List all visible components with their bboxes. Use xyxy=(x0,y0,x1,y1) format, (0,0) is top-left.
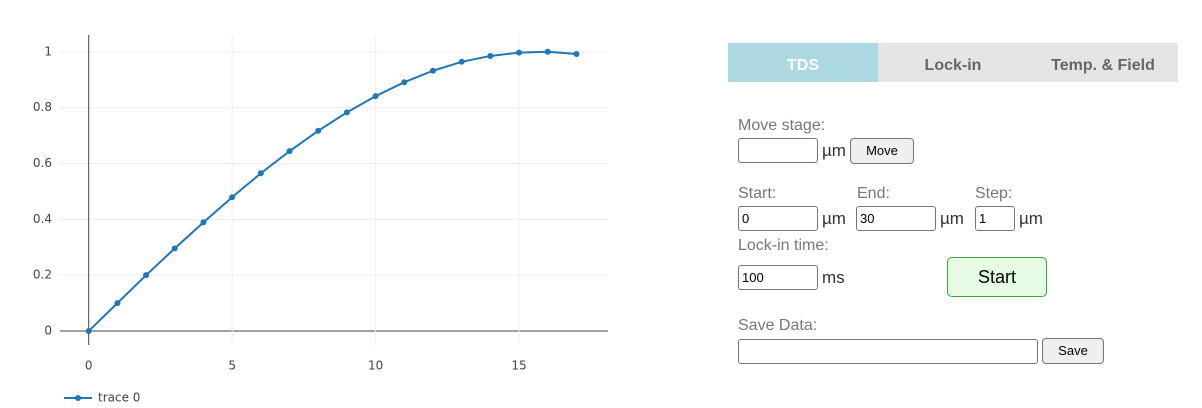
button[interactable]: Save xyxy=(1042,338,1104,364)
tab[interactable]: Lock-in xyxy=(878,43,1028,82)
y-tick-label: 0.8 xyxy=(33,100,52,114)
y-tick-label: 1 xyxy=(44,44,52,58)
point xyxy=(114,300,121,307)
legend-marker xyxy=(75,395,81,401)
x-tick-label: 0 xyxy=(85,359,93,373)
unit: µm xyxy=(1019,209,1043,228)
x-tick-label: 10 xyxy=(368,359,383,373)
start-button[interactable]: Start xyxy=(947,257,1047,297)
x-tick-label: 5 xyxy=(228,359,236,373)
point xyxy=(573,50,580,57)
legend-label: trace 0 xyxy=(98,391,140,405)
point xyxy=(544,48,551,55)
text-input[interactable] xyxy=(738,339,1038,364)
button[interactable]: Move xyxy=(850,138,914,164)
y-tick-label: 0 xyxy=(44,324,52,338)
point xyxy=(257,170,264,177)
point xyxy=(458,58,465,65)
unit: µm xyxy=(822,209,846,228)
point xyxy=(315,127,322,134)
unit: µm xyxy=(940,209,964,228)
point xyxy=(143,272,150,279)
point xyxy=(487,52,494,59)
y-tick-label: 0.4 xyxy=(33,212,52,226)
tab[interactable]: Temp. & Field xyxy=(1028,43,1178,82)
unit: ms xyxy=(822,268,845,287)
y-tick-label: 0.6 xyxy=(33,156,52,170)
point xyxy=(343,109,350,116)
text-input[interactable]: 100 xyxy=(738,265,818,290)
point xyxy=(372,93,379,100)
label: Step: xyxy=(975,185,1013,202)
label: Move stage: xyxy=(738,117,826,134)
point xyxy=(171,245,178,252)
label: Start: xyxy=(738,185,777,202)
text-input[interactable]: 30 xyxy=(856,206,936,231)
y-tick-label: 0.2 xyxy=(33,268,52,282)
point xyxy=(286,148,293,155)
x-tick-label: 15 xyxy=(511,359,526,373)
point xyxy=(85,328,92,335)
point xyxy=(516,49,523,56)
unit: µm xyxy=(822,141,846,160)
label: End: xyxy=(857,185,890,202)
label: Lock-in time: xyxy=(738,237,829,254)
tab[interactable]: TDS xyxy=(728,43,878,82)
point xyxy=(429,67,436,74)
series-line xyxy=(87,50,577,332)
point xyxy=(229,194,236,201)
text-input[interactable] xyxy=(738,138,818,163)
point xyxy=(401,79,408,86)
text-input[interactable]: 1 xyxy=(975,206,1015,231)
text-input[interactable]: 0 xyxy=(738,206,818,231)
label: Save Data: xyxy=(738,317,818,334)
point xyxy=(200,219,207,226)
